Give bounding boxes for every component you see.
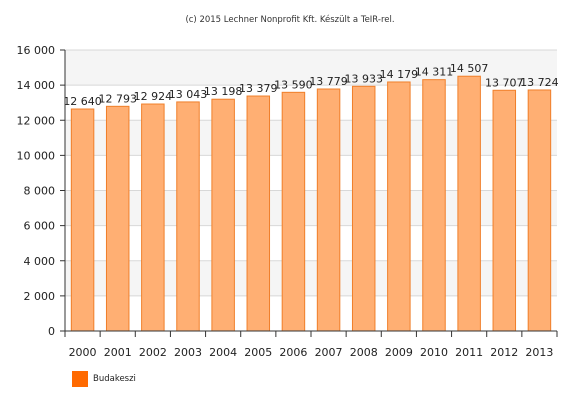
bar-2009[interactable] <box>387 81 411 332</box>
legend[interactable]: Budakeszi <box>72 371 136 387</box>
x-tick-label: 2013 <box>525 346 553 359</box>
x-tick-label: 2008 <box>350 346 378 359</box>
plot-band <box>65 120 557 156</box>
bar-2012[interactable] <box>492 89 517 332</box>
bar-2005[interactable] <box>246 95 271 332</box>
bar-2007[interactable] <box>316 88 341 332</box>
x-tick-label: 2002 <box>139 346 167 359</box>
bar-2013[interactable] <box>527 89 552 332</box>
bar-2004[interactable] <box>211 98 235 332</box>
bar-value-label: 14 507 <box>450 62 489 75</box>
bar-value-label: 14 179 <box>380 68 419 81</box>
y-tick-label: 16 000 <box>17 44 56 57</box>
y-tick-label: 12 000 <box>17 114 56 127</box>
x-tick-label: 2011 <box>455 346 483 359</box>
x-tick-label: 2010 <box>420 346 448 359</box>
bar-value-label: 13 933 <box>344 72 383 85</box>
y-tick-label: 10 000 <box>17 149 56 162</box>
x-tick-label: 2012 <box>490 346 518 359</box>
bar-2008[interactable] <box>351 85 376 332</box>
legend-swatch <box>72 371 88 387</box>
x-tick-label: 2007 <box>315 346 343 359</box>
bar-2000[interactable] <box>70 108 95 332</box>
bar-2011[interactable] <box>457 75 481 332</box>
x-tick-label: 2001 <box>104 346 132 359</box>
legend-label: Budakeszi <box>93 374 136 384</box>
bar-value-label: 12 924 <box>134 90 173 103</box>
x-tick-label: 2000 <box>69 346 97 359</box>
y-tick-label: 6 000 <box>24 220 56 233</box>
plot-band <box>65 190 557 226</box>
bar-2003[interactable] <box>176 101 200 332</box>
plot-band <box>65 260 557 296</box>
y-tick-label: 0 <box>48 325 55 338</box>
y-tick-label: 8 000 <box>24 185 56 198</box>
bar-value-label: 13 198 <box>204 85 243 98</box>
bar-value-label: 13 043 <box>169 88 208 101</box>
bar-value-label: 13 707 <box>485 76 524 89</box>
x-tick-label: 2003 <box>174 346 202 359</box>
x-tick-label: 2006 <box>279 346 307 359</box>
bar-value-label: 12 640 <box>63 95 102 108</box>
bar-2002[interactable] <box>141 103 165 332</box>
bar-value-label: 13 779 <box>309 75 348 88</box>
bar-2006[interactable] <box>281 91 306 332</box>
bar-value-label: 12 793 <box>98 92 137 105</box>
x-tick-label: 2004 <box>209 346 237 359</box>
bar-value-label: 13 590 <box>274 78 313 91</box>
x-tick-label: 2009 <box>385 346 413 359</box>
y-tick-label: 4 000 <box>24 255 56 268</box>
x-tick-label: 2005 <box>244 346 272 359</box>
y-tick-label: 2 000 <box>24 290 56 303</box>
bar-value-label: 13 724 <box>520 76 559 89</box>
bar-value-label: 14 311 <box>415 66 454 79</box>
copyright-text: (c) 2015 Lechner Nonprofit Kft. Készült … <box>185 15 395 25</box>
bar-value-label: 13 379 <box>239 82 278 95</box>
y-tick-label: 14 000 <box>17 79 56 92</box>
bar-2010[interactable] <box>422 79 446 332</box>
bar-2001[interactable] <box>105 105 130 332</box>
